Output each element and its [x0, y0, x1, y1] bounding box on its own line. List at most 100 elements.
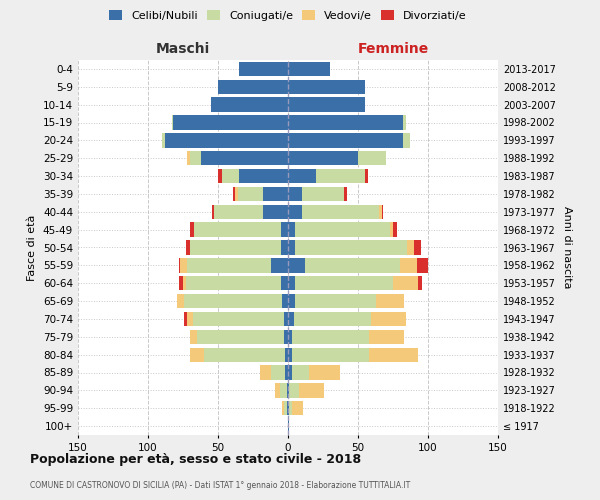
Bar	[358, 151, 386, 166]
Bar	[417, 258, 428, 272]
Bar	[239, 169, 288, 183]
Bar	[190, 222, 194, 237]
Bar	[288, 116, 403, 130]
Bar	[271, 258, 288, 272]
Bar	[281, 222, 288, 237]
Bar	[288, 383, 289, 398]
Bar	[186, 276, 281, 290]
Legend: Celibi/Nubili, Coniugati/e, Vedovi/e, Divorziati/e: Celibi/Nubili, Coniugati/e, Vedovi/e, Di…	[107, 8, 469, 23]
Bar	[287, 383, 288, 398]
Bar	[284, 330, 288, 344]
Bar	[222, 169, 239, 183]
Bar	[376, 294, 404, 308]
Bar	[288, 312, 293, 326]
Y-axis label: Anni di nascita: Anni di nascita	[562, 206, 572, 289]
Bar	[260, 366, 271, 380]
Bar	[288, 187, 302, 201]
Bar	[288, 222, 295, 237]
Bar	[173, 116, 288, 130]
Bar	[211, 98, 288, 112]
Bar	[288, 294, 295, 308]
Bar	[187, 312, 193, 326]
Bar	[302, 204, 379, 219]
Bar	[288, 240, 295, 254]
Bar	[172, 116, 173, 130]
Bar	[393, 276, 418, 290]
Bar	[186, 240, 190, 254]
Bar	[295, 276, 393, 290]
Bar	[316, 169, 365, 183]
Bar	[369, 348, 418, 362]
Bar	[284, 312, 288, 326]
Bar	[305, 258, 400, 272]
Bar	[165, 133, 288, 148]
Bar	[289, 383, 299, 398]
Bar	[218, 80, 288, 94]
Bar	[190, 151, 201, 166]
Bar	[190, 330, 197, 344]
Bar	[288, 330, 292, 344]
Bar	[379, 204, 382, 219]
Y-axis label: Fasce di età: Fasce di età	[28, 214, 37, 280]
Bar	[288, 401, 289, 415]
Bar	[295, 240, 407, 254]
Bar	[285, 348, 288, 362]
Bar	[295, 294, 376, 308]
Bar	[344, 187, 347, 201]
Bar	[218, 169, 222, 183]
Bar	[288, 169, 316, 183]
Text: Femmine: Femmine	[358, 42, 428, 56]
Bar	[194, 222, 281, 237]
Bar	[382, 204, 383, 219]
Bar	[288, 348, 292, 362]
Bar	[162, 133, 165, 148]
Bar	[288, 98, 365, 112]
Bar	[292, 330, 369, 344]
Bar	[235, 187, 238, 201]
Bar	[179, 258, 180, 272]
Bar	[288, 276, 295, 290]
Bar	[288, 258, 305, 272]
Bar	[393, 222, 397, 237]
Bar	[238, 187, 263, 201]
Bar	[214, 204, 263, 219]
Bar	[288, 151, 358, 166]
Bar	[288, 419, 289, 433]
Bar	[180, 258, 187, 272]
Bar	[178, 294, 184, 308]
Bar	[212, 204, 214, 219]
Bar	[414, 240, 421, 254]
Bar	[187, 151, 190, 166]
Bar	[390, 222, 393, 237]
Bar	[285, 366, 288, 380]
Bar	[292, 366, 309, 380]
Bar	[197, 330, 284, 344]
Bar	[280, 383, 287, 398]
Bar	[183, 276, 186, 290]
Bar	[190, 348, 204, 362]
Text: Popolazione per età, sesso e stato civile - 2018: Popolazione per età, sesso e stato civil…	[30, 452, 361, 466]
Bar	[190, 240, 281, 254]
Bar	[184, 312, 187, 326]
Bar	[284, 401, 287, 415]
Bar	[263, 204, 288, 219]
Bar	[292, 401, 304, 415]
Bar	[371, 312, 406, 326]
Bar	[418, 276, 422, 290]
Bar	[369, 330, 404, 344]
Bar	[281, 276, 288, 290]
Bar	[184, 294, 283, 308]
Bar	[187, 258, 271, 272]
Bar	[299, 383, 325, 398]
Bar	[403, 116, 406, 130]
Bar	[289, 401, 292, 415]
Bar	[271, 366, 285, 380]
Bar	[283, 294, 288, 308]
Bar	[239, 62, 288, 76]
Bar	[288, 133, 403, 148]
Bar	[295, 222, 390, 237]
Bar	[293, 312, 371, 326]
Bar	[403, 133, 410, 148]
Bar	[281, 240, 288, 254]
Bar	[288, 366, 292, 380]
